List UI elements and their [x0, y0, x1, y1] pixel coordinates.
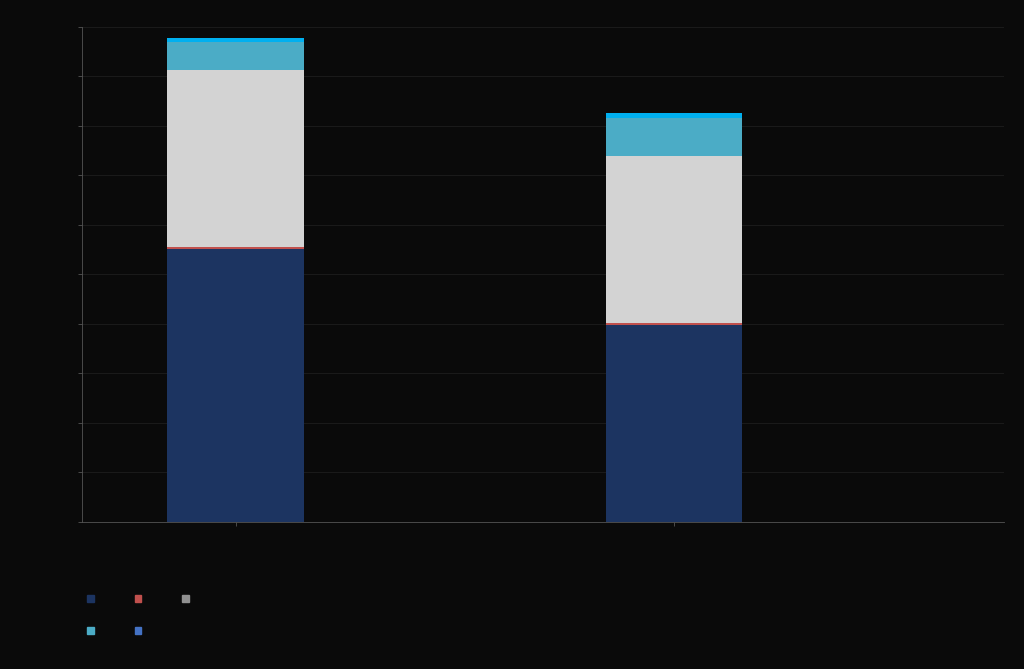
Bar — [168, 42, 303, 70]
Bar — [168, 247, 303, 249]
Bar — [606, 325, 742, 522]
Bar — [606, 156, 742, 322]
Bar — [606, 112, 742, 118]
Legend:  ,  : , — [87, 626, 148, 636]
Bar — [168, 249, 303, 522]
Bar — [168, 70, 303, 247]
Bar — [168, 38, 303, 42]
Bar — [606, 322, 742, 325]
Bar — [606, 118, 742, 156]
